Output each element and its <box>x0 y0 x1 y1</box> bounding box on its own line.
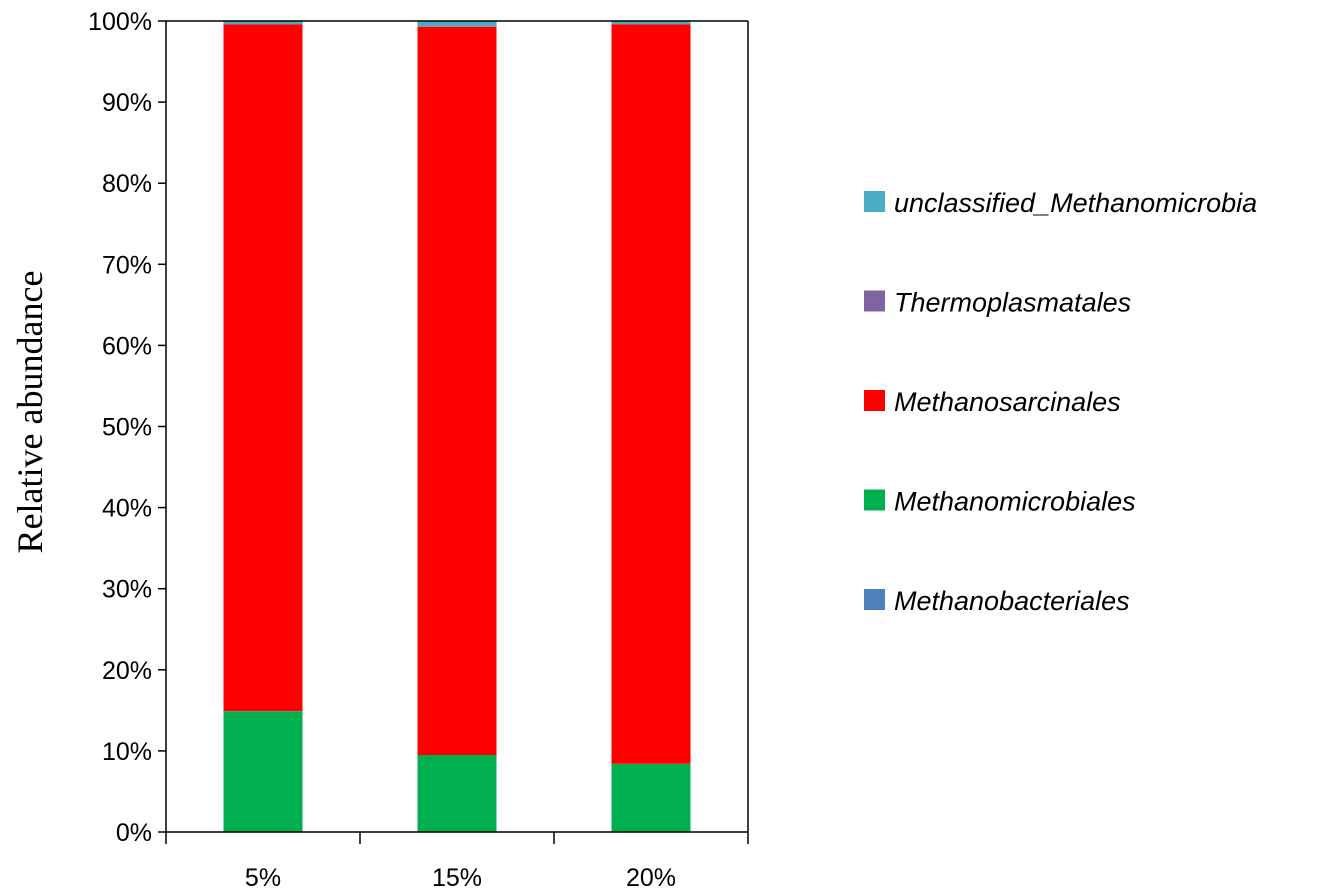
legend-label: Thermoplasmatales <box>894 288 1131 318</box>
x-tick-label: 5% <box>245 864 281 889</box>
legend-swatch <box>864 589 885 610</box>
legend-swatch <box>864 390 885 411</box>
legend-label: Methanosarcinales <box>894 387 1121 417</box>
legend: unclassified_Methanomicrobia Thermoplasma… <box>864 188 1257 616</box>
legend-label: Methanobacteriales <box>894 586 1130 616</box>
x-tick-label: 20% <box>626 864 676 889</box>
bar-segment-Methanomicrobiales-20% <box>611 763 691 832</box>
bar-segment-Methanomicrobiales-5% <box>223 711 303 832</box>
y-tick-label: 20% <box>102 657 152 685</box>
legend-swatch <box>864 489 885 511</box>
axes-group <box>165 20 749 844</box>
legend-label: unclassified_Methanomicrobia <box>894 188 1257 218</box>
bar-segment-Methanomicrobiales-15% <box>417 755 497 832</box>
y-tick-label: 70% <box>102 251 152 279</box>
y-tick-label: 30% <box>102 576 152 604</box>
bars-group <box>223 21 691 832</box>
x-tick-label: 15% <box>432 864 482 889</box>
y-tick-label: 100% <box>88 8 152 36</box>
y-tick-label: 60% <box>102 332 152 360</box>
bar-segment-Methanosarcinales-5% <box>223 24 303 712</box>
y-tick-label: 10% <box>102 738 152 766</box>
bar-segment-unclassified_Methanomicrobia-15% <box>417 21 497 27</box>
x-ticks-group: 5% 15% 20% <box>245 832 676 889</box>
bar-segment-unclassified_Methanomicrobia-5% <box>223 21 303 25</box>
y-axis-label: Relative abundance <box>10 271 50 554</box>
legend-label: Methanomicrobiales <box>894 487 1136 517</box>
y-tick-label: 50% <box>102 414 152 442</box>
y-tick-label: 80% <box>102 170 152 198</box>
y-tick-label: 40% <box>102 495 152 523</box>
y-ticks-group: 0% 10% 20% 30% 40% 50% 60% 70% 80% 90% 100% <box>88 8 166 847</box>
y-tick-label: 0% <box>116 819 152 847</box>
bar-segment-Methanosarcinales-15% <box>417 26 497 755</box>
bar-segment-unclassified_Methanomicrobia-20% <box>611 21 691 25</box>
legend-swatch <box>864 191 885 212</box>
y-tick-label: 90% <box>102 89 152 117</box>
bar-segment-Methanosarcinales-20% <box>611 24 691 764</box>
legend-swatch <box>864 290 885 312</box>
